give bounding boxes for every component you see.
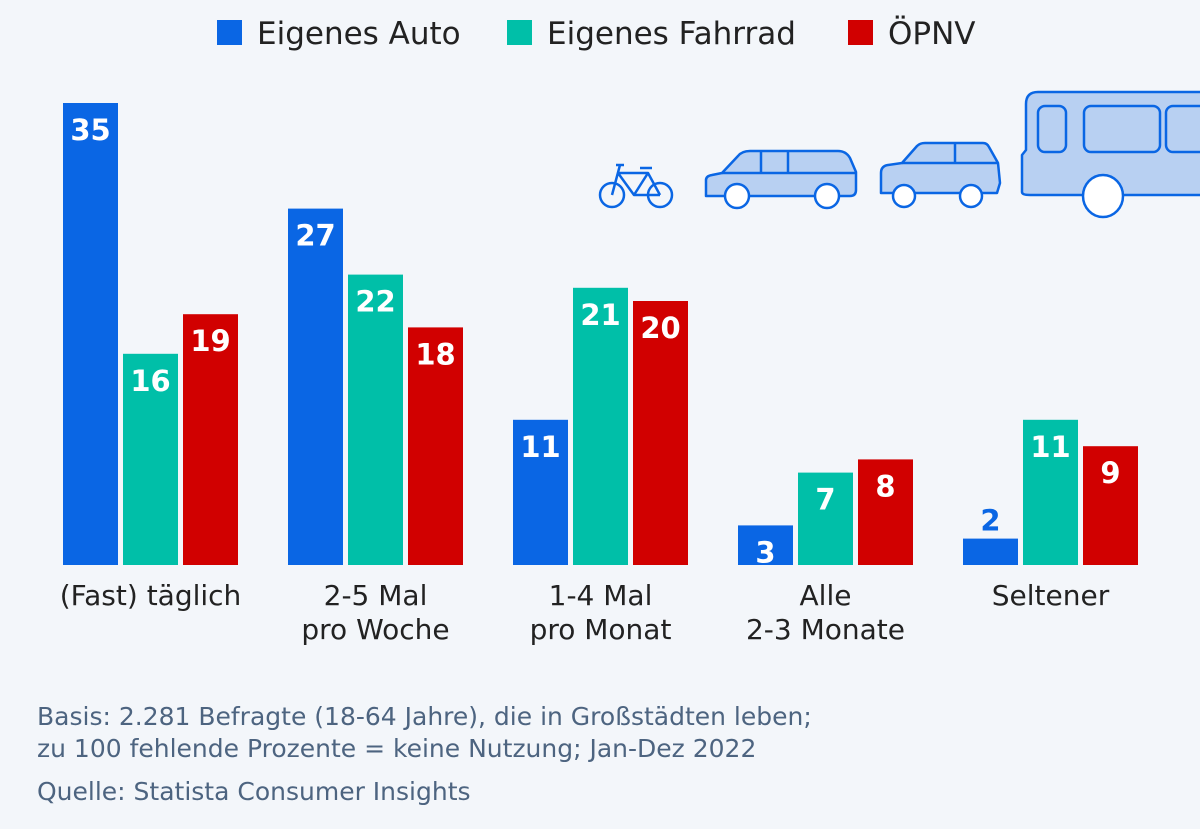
bars: 35 16 19 27 22 18 11 21 20 3 7 8 2 11 9 [63, 103, 1138, 569]
category-label: 2-3 Monate [746, 613, 905, 646]
data-label: 27 [295, 219, 335, 253]
footer-source: Quelle: Statista Consumer Insights [37, 777, 471, 806]
legend-swatch [217, 20, 242, 45]
data-label: 3 [755, 535, 775, 569]
category-label: Alle [800, 579, 852, 612]
station-wagon-icon [704, 149, 858, 210]
data-label: 19 [190, 324, 230, 358]
bar [513, 419, 568, 565]
data-label: 22 [355, 285, 395, 319]
legend-label: ÖPNV [888, 15, 976, 52]
bar [1023, 419, 1078, 565]
car-icon [879, 141, 1002, 209]
category-label: pro Woche [301, 613, 449, 646]
category-label: Seltener [992, 579, 1110, 612]
data-label: 11 [520, 430, 560, 464]
category-label: 1-4 Mal [549, 579, 653, 612]
bar [633, 301, 688, 565]
bus-icon [1020, 90, 1200, 219]
bar [348, 274, 403, 565]
bar [858, 459, 913, 565]
legend-swatch [507, 20, 532, 45]
data-label: 18 [415, 337, 455, 371]
category-label: pro Monat [530, 613, 672, 646]
data-label: 2 [980, 504, 1000, 538]
data-label: 20 [640, 311, 680, 345]
bar [1083, 446, 1138, 565]
data-label: 9 [1100, 456, 1120, 490]
category-label: 2-5 Mal [324, 579, 428, 612]
bar [573, 287, 628, 565]
data-label: 11 [1030, 430, 1070, 464]
bar [288, 208, 343, 565]
bar [963, 538, 1018, 565]
bar [798, 472, 853, 565]
footer-basis-line1: Basis: 2.281 Befragte (18-64 Jahre), die… [37, 702, 812, 731]
bar [408, 327, 463, 565]
data-label: 7 [815, 483, 835, 517]
legend-swatch [848, 20, 873, 45]
bicycle-icon [598, 163, 674, 209]
footer-basis-line2: zu 100 fehlende Prozente = keine Nutzung… [37, 734, 757, 763]
data-label: 8 [875, 469, 895, 503]
bar [183, 314, 238, 565]
legend-label: Eigenes Auto [257, 16, 461, 52]
bar [738, 525, 793, 565]
bar [123, 353, 178, 565]
bar [63, 103, 118, 565]
legend: Eigenes Auto Eigenes Fahrrad ÖPNV [217, 15, 976, 52]
data-label: 35 [70, 113, 110, 147]
category-label: (Fast) täglich [60, 579, 242, 612]
transport-icons [598, 90, 1200, 219]
data-label: 16 [130, 364, 170, 398]
data-label: 21 [580, 298, 620, 332]
legend-label: Eigenes Fahrrad [547, 16, 796, 52]
